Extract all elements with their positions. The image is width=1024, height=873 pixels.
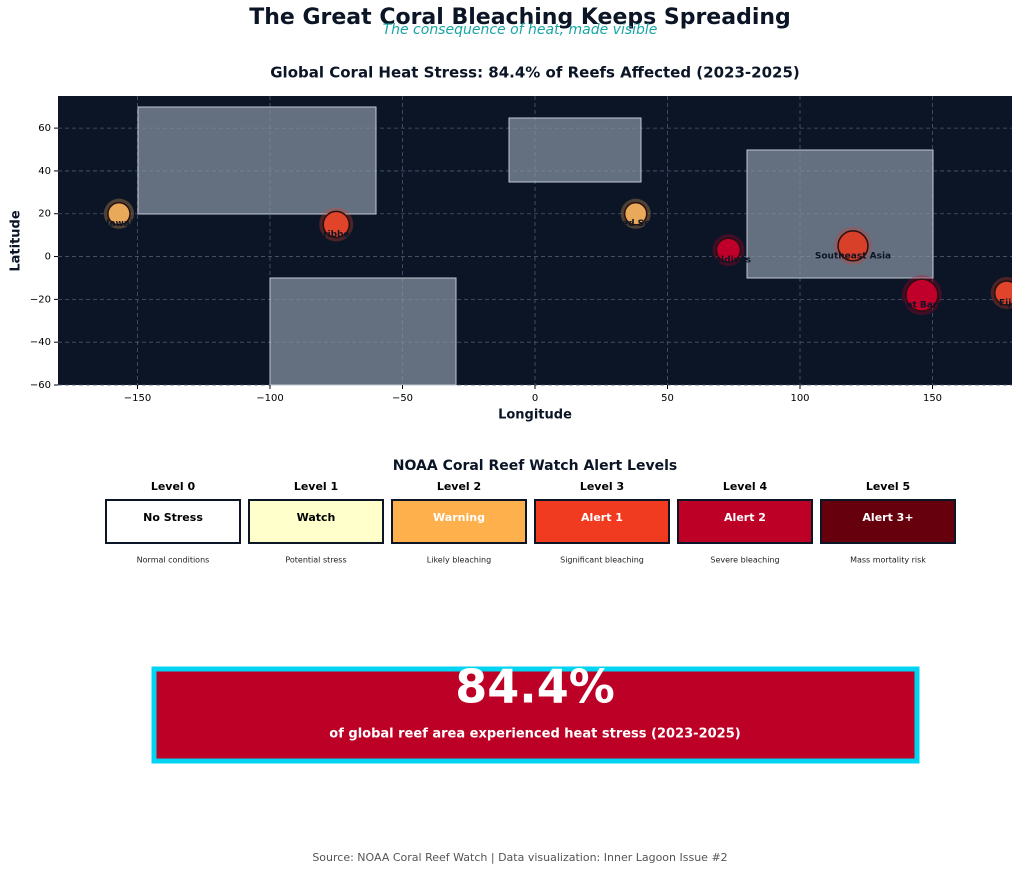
level-description: Mass mortality risk: [850, 556, 926, 565]
y-tick-label: 20: [38, 209, 51, 220]
point-label: Caribbean: [310, 230, 362, 240]
level-box: [105, 499, 241, 544]
point-label: Great Barrier: [888, 301, 955, 311]
point: [837, 230, 869, 262]
land-shape: [137, 106, 377, 215]
level-name: No Stress: [143, 511, 203, 524]
point: [623, 201, 648, 226]
y-tick-label: −60: [30, 380, 51, 391]
level-label: Level 0: [151, 480, 196, 493]
x-tick-label: 50: [661, 393, 674, 404]
callout-box: [151, 666, 920, 764]
level-name: Watch: [297, 511, 336, 524]
level-label: Level 1: [294, 480, 338, 493]
level-box: [391, 499, 527, 544]
footer: Source: NOAA Coral Reef Watch | Data vis…: [312, 851, 727, 864]
point: [715, 237, 742, 263]
x-tick-label: 150: [923, 393, 942, 404]
land-shape: [746, 149, 934, 279]
point-label: Red Sea: [615, 219, 656, 229]
point: [905, 278, 939, 312]
x-tick-label: −50: [392, 393, 413, 404]
point-label: Hawaii: [102, 219, 136, 229]
chart-title: Global Coral Heat Stress: 84.4% of Reefs…: [270, 64, 800, 82]
callout-text: of global reef area experienced heat str…: [329, 727, 740, 742]
level-description: Severe bleaching: [710, 556, 779, 565]
subtitle: The consequence of heat, made visible: [383, 22, 658, 38]
level-label: Level 3: [580, 480, 624, 493]
y-tick-label: 60: [38, 123, 51, 134]
level-description: Significant bleaching: [560, 556, 644, 565]
level-box: [677, 499, 813, 544]
y-tick-label: 40: [38, 166, 51, 177]
point-label: Maldives: [706, 256, 751, 266]
y-tick-label: 0: [45, 252, 51, 263]
level-label: Level 5: [866, 480, 910, 493]
level-box: [534, 499, 670, 544]
point: [322, 210, 351, 239]
level-label: Level 2: [437, 480, 481, 493]
level-name: Alert 3+: [862, 511, 913, 524]
level-name: Warning: [433, 511, 485, 524]
level-name: Alert 2: [724, 511, 766, 524]
y-tick-label: −40: [30, 337, 51, 348]
title: The Great Coral Bleaching Keeps Spreadin…: [249, 5, 791, 30]
point: [107, 201, 131, 226]
y-tick-label: −20: [30, 294, 51, 305]
point-label: Southeast Asia: [815, 251, 891, 261]
level-description: Normal conditions: [137, 556, 210, 565]
x-tick-label: 0: [532, 393, 538, 404]
legend-title: NOAA Coral Reef Watch Alert Levels: [393, 458, 677, 474]
point-label: Fiji: [999, 298, 1014, 308]
land: [137, 106, 934, 386]
point: [993, 280, 1012, 306]
level-box: [820, 499, 956, 544]
x-tick-label: −150: [124, 393, 151, 404]
level-label: Level 4: [723, 480, 768, 493]
y-axis-label: Latitude: [9, 210, 24, 272]
land-shape: [508, 117, 642, 183]
level-box: [248, 499, 384, 544]
x-axis-label: Longitude: [498, 408, 572, 423]
x-tick-label: 100: [790, 393, 809, 404]
level-name: Alert 1: [581, 511, 623, 524]
land-shape: [269, 277, 457, 386]
x-tick-label: −100: [256, 393, 283, 404]
level-description: Potential stress: [285, 556, 346, 565]
callout-value: 84.4%: [455, 660, 615, 714]
level-description: Likely bleaching: [427, 556, 491, 565]
